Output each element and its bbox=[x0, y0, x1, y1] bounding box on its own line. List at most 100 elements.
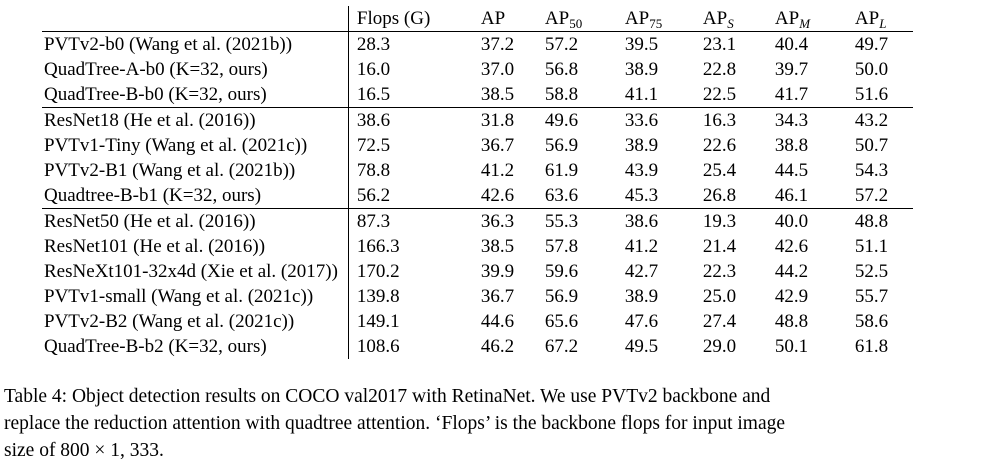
cell-ap50: 63.6 bbox=[538, 183, 619, 209]
cell-ap: 39.9 bbox=[480, 261, 515, 282]
cell-apm: 44.2 bbox=[774, 261, 809, 282]
cell-apm: 46.1 bbox=[768, 183, 849, 209]
cell-apl: 43.2 bbox=[854, 110, 889, 131]
cell-ap50: 49.6 bbox=[544, 110, 579, 131]
cell-apm: 44.5 bbox=[774, 160, 809, 181]
table-row: ResNet50 (He et al. (2016)) 87.3 36.3 55… bbox=[42, 208, 913, 234]
cell-apm: 42.6 bbox=[774, 236, 809, 257]
header-ap50-sub: 50 bbox=[569, 16, 583, 31]
table-row: PVTv2-B2 (Wang et al. (2021c)) 149.1 44.… bbox=[42, 309, 913, 334]
cell-flops: 87.3 bbox=[356, 211, 391, 232]
header-ap50: AP50 bbox=[538, 6, 619, 32]
cell-ap75: 38.9 bbox=[624, 59, 659, 80]
table-row: PVTv1-Tiny (Wang et al. (2021c)) 72.5 36… bbox=[42, 133, 913, 158]
cell-model: Quadtree-B-b1 (K=32, ours) bbox=[42, 183, 349, 209]
cell-aps: 19.3 bbox=[702, 211, 737, 232]
cell-ap: 37.0 bbox=[480, 59, 515, 80]
cell-flops: 149.1 bbox=[356, 311, 400, 332]
header-apm-base: AP bbox=[774, 8, 800, 29]
cell-model: QuadTree-B-b0 (K=32, ours) bbox=[42, 82, 349, 108]
cell-model: PVTv2-b0 (Wang et al. (2021b)) bbox=[42, 31, 349, 57]
cell-ap: 36.7 bbox=[480, 135, 515, 156]
cell-ap: 42.6 bbox=[474, 183, 539, 209]
cell-ap75: 42.7 bbox=[624, 261, 659, 282]
header-ap50-base: AP bbox=[544, 8, 570, 29]
table-row: PVTv1-small (Wang et al. (2021c)) 139.8 … bbox=[42, 284, 913, 309]
cell-model: PVTv1-small (Wang et al. (2021c)) bbox=[42, 284, 349, 309]
cell-aps: 25.4 bbox=[702, 160, 737, 181]
table-row: QuadTree-A-b0 (K=32, ours) 16.0 37.0 56.… bbox=[42, 57, 913, 82]
cell-ap50: 67.2 bbox=[544, 336, 579, 357]
cell-ap: 38.5 bbox=[480, 236, 515, 257]
cell-ap50: 56.9 bbox=[544, 135, 579, 156]
cell-flops: 28.3 bbox=[356, 34, 391, 55]
cell-model: PVTv2-B1 (Wang et al. (2021b)) bbox=[42, 158, 349, 183]
header-ap: AP bbox=[474, 6, 539, 32]
cell-ap50: 55.3 bbox=[544, 211, 579, 232]
table-row: PVTv2-b0 (Wang et al. (2021b)) 28.3 37.2… bbox=[42, 31, 913, 57]
cell-ap75: 38.9 bbox=[624, 135, 659, 156]
cell-ap75: 41.1 bbox=[618, 82, 697, 108]
cell-ap: 31.8 bbox=[480, 110, 515, 131]
cell-apl: 50.7 bbox=[854, 135, 889, 156]
cell-apl: 51.6 bbox=[848, 82, 913, 108]
cell-ap75: 41.2 bbox=[624, 236, 659, 257]
header-ap75-sub: 75 bbox=[649, 16, 663, 31]
cell-model: PVTv2-B2 (Wang et al. (2021c)) bbox=[42, 309, 349, 334]
cell-apm: 41.7 bbox=[768, 82, 849, 108]
header-apl-base: AP bbox=[854, 8, 880, 29]
cell-apm: 42.9 bbox=[774, 286, 809, 307]
cell-apl: 51.1 bbox=[854, 236, 889, 257]
cell-flops: 16.5 bbox=[348, 82, 475, 108]
cell-aps: 27.4 bbox=[702, 311, 737, 332]
cell-ap: 38.5 bbox=[474, 82, 539, 108]
cell-model: ResNet101 (He et al. (2016)) bbox=[42, 234, 349, 259]
header-flops: Flops (G) bbox=[348, 6, 475, 32]
cell-model: QuadTree-A-b0 (K=32, ours) bbox=[42, 57, 349, 82]
cell-aps: 16.3 bbox=[702, 110, 737, 131]
cell-ap: 36.3 bbox=[480, 211, 515, 232]
header-aps-base: AP bbox=[702, 8, 728, 29]
cell-flops: 166.3 bbox=[356, 236, 400, 257]
cell-apm: 34.3 bbox=[774, 110, 809, 131]
cell-apm: 48.8 bbox=[774, 311, 809, 332]
cell-apl: 61.8 bbox=[854, 336, 889, 357]
cell-ap75: 38.9 bbox=[624, 286, 659, 307]
header-ap75-base: AP bbox=[624, 8, 650, 29]
cell-apl: 49.7 bbox=[854, 34, 889, 55]
header-apl: APL bbox=[848, 6, 913, 32]
cell-apm: 39.7 bbox=[774, 59, 809, 80]
cell-ap50: 56.9 bbox=[544, 286, 579, 307]
table-row: PVTv2-B1 (Wang et al. (2021b)) 78.8 41.2… bbox=[42, 158, 913, 183]
caption-line: Table 4: Object detection results on COC… bbox=[4, 386, 771, 407]
cell-apm: 50.1 bbox=[774, 336, 809, 357]
cell-ap: 44.6 bbox=[480, 311, 515, 332]
cell-ap50: 57.2 bbox=[544, 34, 579, 55]
cell-apl: 57.2 bbox=[848, 183, 913, 209]
cell-aps: 23.1 bbox=[702, 34, 737, 55]
caption-line: replace the reduction attention with qua… bbox=[4, 413, 786, 434]
cell-flops: 16.0 bbox=[356, 59, 391, 80]
table-caption: Table 4: Object detection results on COC… bbox=[4, 383, 1004, 464]
cell-aps: 29.0 bbox=[702, 336, 737, 357]
cell-ap: 41.2 bbox=[480, 160, 515, 181]
cell-aps: 22.5 bbox=[696, 82, 769, 108]
cell-aps: 22.8 bbox=[702, 59, 737, 80]
cell-aps: 22.3 bbox=[702, 261, 737, 282]
header-model bbox=[42, 6, 349, 32]
cell-aps: 22.6 bbox=[702, 135, 737, 156]
cell-flops: 38.6 bbox=[356, 110, 391, 131]
results-table: Flops (G) AP AP50 AP75 APS APM APL PVTv2… bbox=[42, 6, 913, 359]
header-apl-sub: L bbox=[879, 16, 887, 31]
header-row: Flops (G) AP AP50 AP75 APS APM APL bbox=[42, 6, 913, 32]
cell-ap50: 56.8 bbox=[544, 59, 579, 80]
caption-line: size of 800 × 1, 333. bbox=[4, 440, 164, 461]
cell-ap50: 59.6 bbox=[544, 261, 579, 282]
header-apm: APM bbox=[768, 6, 849, 32]
cell-apm: 40.0 bbox=[774, 211, 809, 232]
cell-apl: 52.5 bbox=[854, 261, 889, 282]
cell-ap75: 45.3 bbox=[618, 183, 697, 209]
cell-model: QuadTree-B-b2 (K=32, ours) bbox=[42, 334, 349, 359]
cell-apl: 55.7 bbox=[854, 286, 889, 307]
